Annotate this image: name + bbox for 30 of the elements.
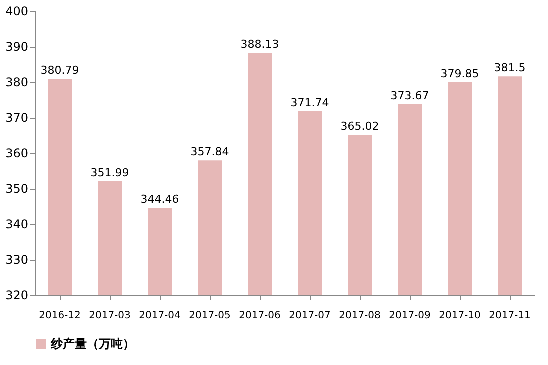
y-tick-label: 360 (6, 146, 28, 160)
y-tick-label: 370 (6, 111, 28, 125)
y-tick-label: 400 (6, 4, 28, 18)
data-label: 351.99 (90, 166, 130, 180)
x-tick-label: 2016-12 (39, 310, 81, 322)
legend-label: 纱产量（万吨） (50, 337, 135, 351)
x-tick-label: 2017-11 (489, 310, 531, 322)
data-label: 380.79 (40, 64, 80, 78)
x-tick-label: 2017-05 (189, 310, 231, 322)
data-label: 365.02 (340, 120, 380, 134)
x-tick-label: 2017-07 (289, 310, 331, 322)
x-tick-label: 2017-09 (389, 310, 431, 322)
data-label: 379.85 (440, 68, 480, 81)
y-tick-label: 350 (6, 182, 28, 196)
x-tick-label: 2017-06 (239, 310, 281, 322)
data-label: 373.67 (390, 89, 430, 102)
x-tick-label: 2017-04 (139, 310, 181, 322)
data-label: 371.74 (290, 96, 330, 110)
y-tick-label: 390 (6, 40, 28, 54)
x-tick-label: 2017-08 (339, 310, 381, 322)
y-tick-label: 320 (6, 288, 28, 302)
y-tick-label: 340 (6, 218, 28, 232)
x-tick-label: 2017-10 (439, 310, 481, 322)
x-tick-label: 2017-03 (89, 310, 131, 322)
data-label: 344.46 (140, 193, 180, 206)
data-label: 381.5 (494, 62, 526, 75)
y-tick-label: 330 (6, 253, 28, 267)
data-label: 388.13 (240, 38, 280, 52)
y-tick-label: 380 (6, 76, 28, 90)
data-label: 357.84 (190, 146, 230, 159)
